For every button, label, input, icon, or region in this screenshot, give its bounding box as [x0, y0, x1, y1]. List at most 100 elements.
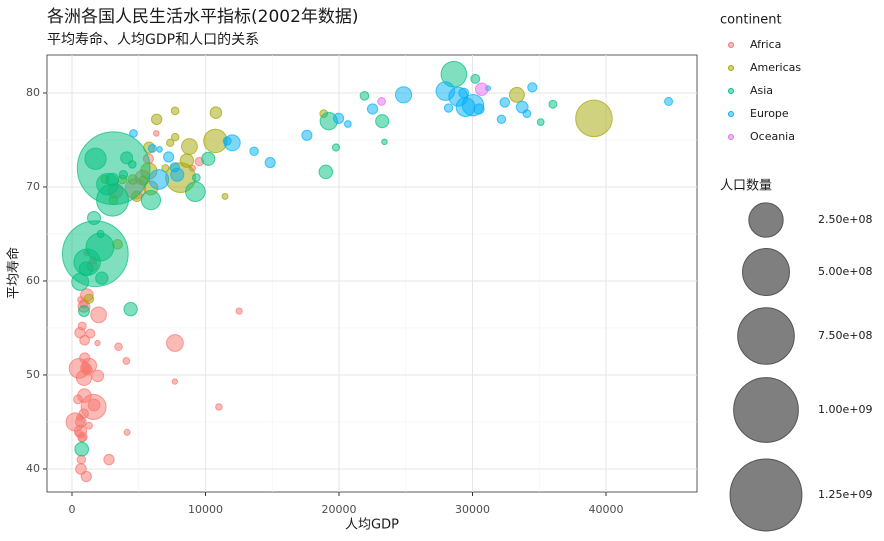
bubble	[209, 106, 223, 119]
bubble	[123, 301, 138, 317]
bubble	[522, 109, 532, 119]
bubble	[78, 305, 90, 318]
y-tick-label: 50	[26, 368, 40, 381]
bubble	[148, 169, 170, 190]
bubble	[509, 86, 525, 103]
bubble	[123, 428, 131, 436]
bubble	[527, 82, 538, 93]
bubble	[496, 114, 507, 125]
bubble	[74, 429, 84, 438]
legend-key	[728, 42, 734, 48]
bubble	[235, 307, 243, 315]
size-legend-label: 2.50e+08	[818, 213, 872, 226]
bubble	[435, 81, 456, 101]
bubble	[71, 272, 90, 291]
bubble	[170, 132, 180, 142]
bubble	[140, 190, 162, 211]
bubble	[122, 357, 131, 365]
bubble	[166, 334, 184, 352]
bubble	[394, 86, 413, 104]
bubble	[91, 369, 105, 383]
chart-subtitle: 平均寿命、人均GDP和人口的关系	[47, 31, 259, 48]
y-tick-label: 60	[26, 274, 40, 287]
bubble	[79, 334, 90, 346]
bubble	[170, 106, 180, 116]
bubble	[73, 394, 83, 405]
bubble	[80, 470, 92, 483]
bubble	[114, 342, 123, 352]
bubble	[169, 162, 180, 173]
bubble	[473, 103, 485, 115]
bubble	[331, 143, 341, 152]
bubble	[264, 156, 276, 169]
bubble	[84, 147, 107, 170]
x-tick-label: 10000	[188, 503, 223, 516]
bubble	[90, 306, 107, 324]
bubble	[166, 138, 175, 147]
legend-key	[728, 111, 734, 117]
y-tick-label: 70	[26, 180, 40, 193]
bubble	[185, 181, 206, 203]
legend-label: Americas	[750, 61, 801, 74]
y-tick-label: 80	[26, 86, 40, 99]
bubble	[343, 120, 352, 128]
bubble	[77, 296, 85, 304]
size-legend-label: 1.25e+09	[818, 488, 872, 501]
x-tick-label: 0	[69, 503, 76, 516]
legend-title: continent	[720, 13, 782, 28]
bubble	[103, 453, 115, 466]
bubble	[548, 99, 558, 109]
bubble	[128, 160, 137, 169]
size-legend-label: 5.00e+08	[818, 265, 872, 278]
chart-title: 各洲各国人民生活水平指标(2002年数据)	[47, 7, 359, 27]
bubble	[377, 97, 386, 106]
bubble	[94, 339, 101, 347]
legend-label: Asia	[750, 84, 773, 97]
bubble	[301, 129, 313, 141]
size-legend-label: 1.00e+09	[818, 403, 872, 416]
legend-key	[728, 65, 734, 71]
bubble	[156, 146, 163, 153]
bubble	[82, 364, 93, 376]
y-axis-title: 平均寿命	[6, 247, 22, 299]
bubble	[163, 151, 175, 163]
legend-label: Oceania	[750, 130, 795, 143]
x-tick-label: 40000	[589, 503, 624, 516]
bubble	[179, 153, 195, 168]
legend-label: Africa	[750, 38, 781, 51]
bubble	[85, 328, 96, 339]
bubble	[575, 99, 613, 138]
size-legend-key	[733, 377, 799, 443]
bubble	[215, 403, 223, 411]
bubble	[150, 113, 163, 126]
x-axis-title: 人均GDP	[345, 518, 399, 533]
bubble	[222, 136, 232, 146]
bubble	[171, 378, 179, 385]
size-legend-key	[729, 458, 803, 532]
bubble	[359, 90, 370, 101]
bubble	[536, 118, 545, 127]
bubble	[76, 413, 84, 421]
bubble	[77, 321, 87, 331]
bubble	[105, 172, 120, 187]
bubble	[366, 103, 379, 115]
bubble	[95, 271, 109, 285]
legend-label: Europe	[750, 107, 789, 120]
size-legend-key	[748, 202, 784, 238]
bubble	[458, 87, 470, 99]
bubble	[78, 261, 94, 277]
bubble	[147, 143, 157, 153]
size-legend-key	[742, 248, 790, 296]
bubble	[87, 398, 101, 412]
y-tick-label: 40	[26, 462, 40, 475]
bubble	[663, 96, 674, 106]
size-legend-title: 人口数量	[720, 179, 772, 194]
bubble	[249, 146, 259, 156]
bubble	[375, 114, 390, 129]
bubble	[181, 138, 198, 155]
bubble	[221, 192, 229, 200]
bubble	[333, 112, 345, 124]
bubble	[86, 210, 102, 226]
bubble	[470, 73, 481, 84]
